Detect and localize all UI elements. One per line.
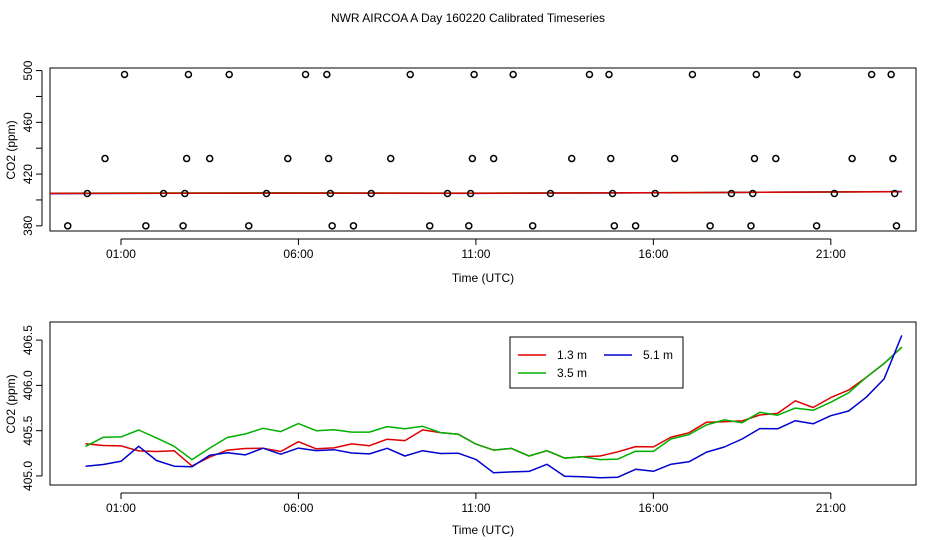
scatter-point	[812, 222, 821, 230]
scatter-point	[328, 222, 336, 230]
scatter-point	[181, 189, 189, 198]
scatter-point	[142, 222, 150, 230]
bottom-x-axis-label: Time (UTC)	[452, 523, 514, 537]
scatter-point	[889, 154, 897, 163]
scatter-point	[830, 189, 839, 198]
legend-box	[509, 336, 684, 389]
scatter-point	[324, 154, 333, 163]
bottom-series-line-3-5-m	[85, 346, 903, 461]
scatter-point	[225, 70, 233, 79]
scatter-point	[468, 154, 477, 163]
top-y-tick-label: 380	[21, 215, 35, 235]
legend-label-1-3m: 1.3 m	[557, 348, 587, 362]
bottom-series-line-5-1-m	[85, 335, 903, 479]
scatter-point	[747, 222, 755, 230]
scatter-point	[367, 189, 375, 198]
scatter-point	[651, 189, 659, 198]
scatter-point	[607, 154, 615, 163]
scatter-point	[489, 154, 498, 163]
scatter-point	[101, 154, 109, 163]
scatter-point	[793, 70, 801, 79]
bottom-y-tick-label: 406.0	[21, 370, 35, 400]
scatter-point	[284, 154, 292, 163]
legend-label-5-1m: 5.1 m	[643, 348, 673, 362]
scatter-point	[706, 222, 714, 230]
scatter-point	[688, 70, 697, 79]
scatter-point	[326, 189, 335, 198]
scatter-point	[867, 70, 876, 79]
bottom-x-tick-label: 06:00	[283, 501, 313, 515]
scatter-point	[887, 70, 895, 79]
scatter-point	[83, 189, 92, 198]
top-y-tick-label: 500	[21, 60, 35, 80]
scatter-point	[323, 70, 331, 79]
scatter-point	[349, 222, 358, 230]
scatter-point	[610, 222, 619, 230]
legend: 1.3 m 5.1 m 3.5 m	[509, 336, 684, 389]
bottom-x-tick-label: 21:00	[816, 501, 846, 515]
scatter-point	[120, 70, 129, 79]
bottom-x-tick-label: 16:00	[638, 501, 668, 515]
bottom-x-tick-label: 01:00	[106, 501, 136, 515]
scatter-point	[750, 154, 759, 163]
scatter-point	[528, 222, 537, 230]
top-x-tick-label: 21:00	[816, 247, 846, 261]
bottom-y-tick-label: 405.5	[21, 415, 35, 445]
bottom-plot-frame	[49, 321, 917, 486]
scatter-point	[184, 70, 193, 79]
scatter-point	[179, 222, 187, 230]
scatter-point	[443, 189, 452, 198]
scatter-point	[262, 189, 271, 198]
chart-title: NWR AIRCOA A Day 160220 Calibrated Times…	[331, 11, 605, 25]
top-x-tick-label: 11:00	[461, 247, 490, 261]
bottom-y-axis-label: CO2 (ppm)	[4, 374, 18, 433]
scatter-point	[205, 154, 214, 163]
scatter-point	[890, 189, 899, 198]
scatter-point	[631, 222, 640, 230]
scatter-point	[182, 154, 191, 163]
scatter-point	[605, 70, 613, 79]
top-x-axis-label: Time (UTC)	[452, 271, 514, 285]
scatter-point	[386, 154, 395, 163]
scatter-point	[848, 154, 856, 163]
scatter-point	[470, 70, 478, 79]
scatter-point	[585, 70, 594, 79]
top-series-line-1-3-m	[49, 190, 902, 195]
scatter-point	[426, 222, 434, 230]
bottom-x-tick-label: 11:00	[461, 501, 490, 515]
scatter-point	[670, 154, 679, 163]
scatter-point	[567, 154, 576, 163]
legend-label-3-5m: 3.5 m	[557, 366, 587, 380]
scatter-point	[546, 189, 555, 198]
bottom-y-tick-label: 406.5	[21, 325, 35, 355]
scatter-point	[466, 189, 475, 198]
top-panel: Time (UTC) CO2 (ppm) 01:00 06:00 11:00 16:0…	[4, 60, 917, 285]
bottom-y-tick-label: 405.0	[21, 461, 35, 491]
scatter-point	[752, 70, 761, 79]
scatter-point	[301, 70, 310, 79]
top-x-tick-label: 16:00	[638, 247, 668, 261]
scatter-point	[748, 189, 757, 198]
bottom-panel: Time (UTC) CO2 (ppm) 01:00 06:00 11:00 16:0…	[4, 321, 917, 537]
top-y-tick-label: 460	[21, 112, 35, 132]
scatter-point	[772, 154, 780, 163]
scatter-point	[465, 222, 473, 230]
top-x-tick-label: 01:00	[106, 247, 136, 261]
scatter-point	[245, 222, 253, 230]
scatter-point	[63, 222, 72, 230]
scatter-point	[406, 70, 414, 79]
top-plot-frame	[49, 67, 917, 232]
top-y-axis-label: CO2 (ppm)	[4, 120, 18, 179]
scatter-point	[509, 70, 517, 79]
scatter-point	[608, 189, 617, 198]
scatter-point	[159, 189, 168, 198]
scatter-point	[892, 222, 901, 230]
top-y-tick-label: 420	[21, 164, 35, 184]
top-x-tick-label: 06:00	[283, 247, 313, 261]
scatter-point	[727, 189, 736, 198]
